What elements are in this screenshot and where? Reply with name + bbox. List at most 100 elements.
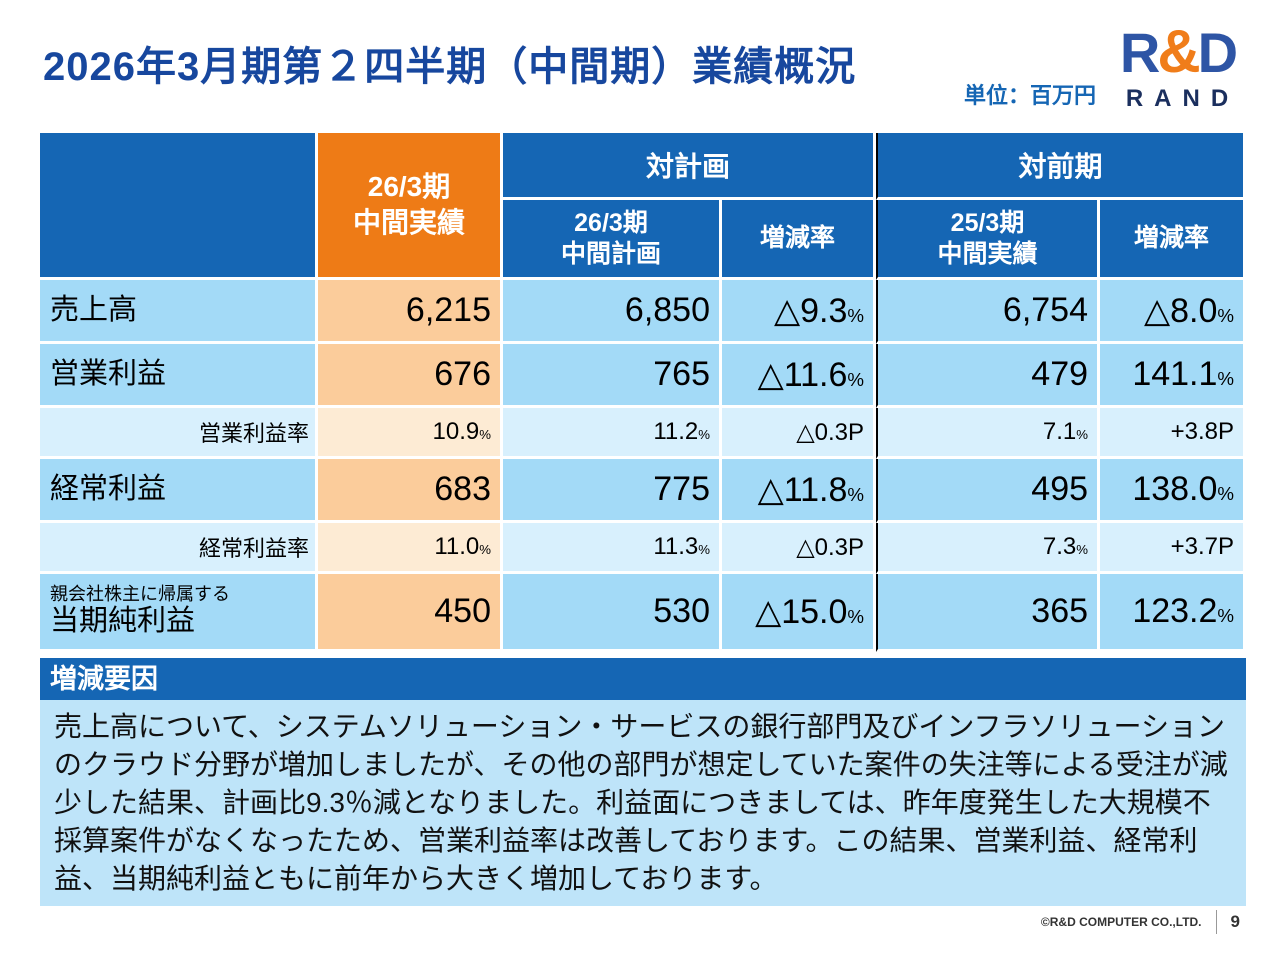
cell-value: 479 <box>1031 355 1089 393</box>
factors-section-header: 増減要因 <box>40 658 1246 700</box>
cell-prev: 495 <box>876 459 1101 523</box>
cell-actual: 676 <box>318 344 503 408</box>
copyright-text: ©R&D COMPUTER CO.,LTD. <box>1040 915 1202 929</box>
cell-value: 765 <box>653 355 710 393</box>
logo-mark: R&D <box>1105 22 1250 82</box>
table-row-operating-income: 営業利益 676 765 △11.6% 479 141.1% <box>40 344 1247 408</box>
col-group-vs-plan: 対計画 <box>503 133 877 200</box>
header-row-columns: 26/3期 中間計画 増減率 25/3期 中間実績 増減率 <box>40 200 1247 280</box>
row-label: 営業利益 <box>50 357 167 390</box>
page-number: 9 <box>1230 912 1240 931</box>
cell-prev: 479 <box>876 344 1101 408</box>
cell-value: △8.0 <box>1143 291 1218 330</box>
row-label: 売上高 <box>50 293 138 326</box>
row-label-cell: 営業利益 <box>40 344 318 408</box>
col-header-rate-vs-prev: 増減率 <box>1100 200 1247 280</box>
cell-value: 775 <box>653 470 710 508</box>
cell-value: 11.3 <box>653 533 699 560</box>
cell-value: △9.3 <box>773 291 848 330</box>
table-row-ordinary-income: 経常利益 683 775 △11.8% 495 138.0% <box>40 459 1247 523</box>
cell-value: 365 <box>1031 592 1089 630</box>
row-label-cell: 親会社株主に帰属する 当期純利益 <box>40 574 318 652</box>
cell-prev: 7.1% <box>876 408 1101 459</box>
cell-value: △0.3P <box>796 533 865 561</box>
header-row-groups: 26/3期 中間実績 対計画 対前期 <box>40 133 1247 280</box>
cell-value: 123.2 <box>1132 592 1218 630</box>
row-label-cell: 経常利益率 <box>40 523 318 574</box>
cell-unit: % <box>1076 427 1089 442</box>
logo-letter-r: R <box>1119 21 1160 84</box>
cell-value: 138.0 <box>1132 470 1218 508</box>
cell-vs-prev-rate: △8.0% <box>1100 280 1247 344</box>
cell-plan: 11.3% <box>503 523 722 574</box>
cell-actual: 6,215 <box>318 280 503 344</box>
row-label: 営業利益率 <box>198 421 309 446</box>
cell-value: △11.8 <box>757 470 848 509</box>
company-logo: R&D RAND <box>1105 22 1250 113</box>
results-table: 26/3期 中間実績 対計画 対前期 26/3期 中間計画 増減率 25/3期 … <box>40 133 1247 652</box>
cell-value: 141.1 <box>1132 355 1218 393</box>
cell-value: 6,215 <box>405 291 491 329</box>
cell-vs-prev-rate: 141.1% <box>1100 344 1247 408</box>
row-label-cell: 経常利益 <box>40 459 318 523</box>
cell-plan: 775 <box>503 459 722 523</box>
row-label: 経常利益 <box>50 472 167 505</box>
cell-unit: % <box>698 542 710 557</box>
row-label-cell: 営業利益率 <box>40 408 318 459</box>
cell-value: +3.7P <box>1170 533 1235 560</box>
page-title: 2026年3月期第２四半期（中間期）業績概況 <box>43 45 857 89</box>
footer-divider <box>1215 910 1217 934</box>
col-header-rate-vs-plan: 増減率 <box>722 200 877 280</box>
cell-unit: % <box>1217 304 1235 326</box>
cell-value: △0.3P <box>796 418 865 446</box>
cell-unit: % <box>847 304 865 326</box>
col-header-prev: 25/3期 中間実績 <box>876 200 1101 280</box>
unit-label: 単位：百万円 <box>963 83 1096 108</box>
cell-unit: % <box>847 368 865 390</box>
cell-value: 6,850 <box>624 291 710 329</box>
cell-plan: 765 <box>503 344 722 408</box>
row-label: 経常利益率 <box>198 536 309 561</box>
col-header-actual-line1: 26/3期 <box>367 170 451 202</box>
cell-vs-plan-rate: △15.0% <box>722 574 877 652</box>
cell-unit: % <box>479 542 491 557</box>
table-row-operating-margin: 営業利益率 10.9% 11.2% △0.3P 7.1% +3.8P <box>40 408 1247 459</box>
cell-unit: % <box>1217 368 1235 389</box>
col-header-prev-line1: 25/3期 <box>950 209 1025 237</box>
table-row-net-income: 親会社株主に帰属する 当期純利益 450 530 △15.0% 365 123.… <box>40 574 1247 652</box>
cell-value: △11.6 <box>757 355 848 394</box>
cell-vs-plan-rate: △0.3P <box>722 408 877 459</box>
col-header-actual-line2: 中間実績 <box>352 207 465 238</box>
cell-value: 683 <box>434 470 491 508</box>
table-row-ordinary-margin: 経常利益率 11.0% 11.3% △0.3P 7.3% +3.7P <box>40 523 1247 574</box>
cell-vs-prev-rate: +3.8P <box>1100 408 1247 459</box>
cell-unit: % <box>847 605 865 627</box>
logo-ampersand: & <box>1157 18 1200 85</box>
table-row-net-sales: 売上高 6,215 6,850 △9.3% 6,754 △8.0% <box>40 280 1247 344</box>
cell-vs-plan-rate: △9.3% <box>722 280 877 344</box>
col-group-vs-prev: 対前期 <box>876 133 1247 200</box>
cell-unit: % <box>847 483 865 505</box>
cell-vs-plan-rate: △11.8% <box>722 459 877 523</box>
cell-actual: 10.9% <box>318 408 503 459</box>
cell-value: △15.0 <box>755 592 848 631</box>
logo-wordmark: RAND <box>1125 85 1240 112</box>
row-label-cell: 売上高 <box>40 280 318 344</box>
col-header-prev-line2: 中間実績 <box>937 239 1038 268</box>
cell-vs-prev-rate: +3.7P <box>1100 523 1247 574</box>
cell-value: 11.2 <box>653 418 699 445</box>
cell-value: 450 <box>434 592 491 630</box>
cell-vs-prev-rate: 138.0% <box>1100 459 1247 523</box>
cell-value: 6,754 <box>1002 291 1089 329</box>
col-header-plan-line2: 中間計画 <box>560 239 661 268</box>
row-label: 当期純利益 <box>50 605 196 638</box>
cell-actual: 450 <box>318 574 503 652</box>
row-label-qualifier: 親会社株主に帰属する <box>50 584 230 605</box>
cell-value: 7.1 <box>1042 418 1077 445</box>
cell-actual: 683 <box>318 459 503 523</box>
cell-unit: % <box>479 427 491 442</box>
cell-prev: 7.3% <box>876 523 1101 574</box>
cell-value: 7.3 <box>1042 533 1077 560</box>
cell-prev: 6,754 <box>876 280 1101 344</box>
